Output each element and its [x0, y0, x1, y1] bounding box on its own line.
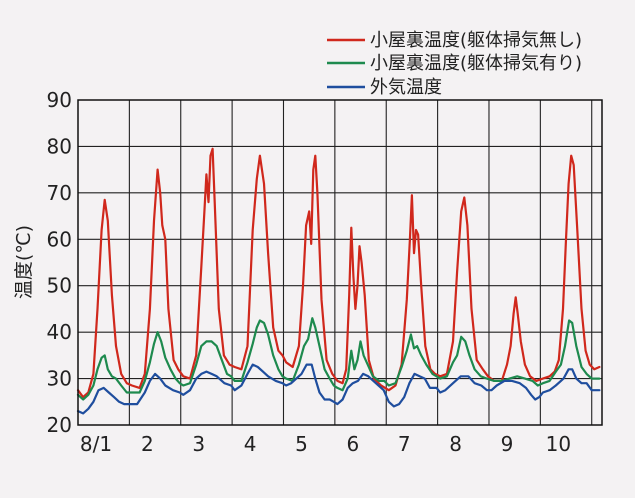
- legend-label-attic-no-purge: 小屋裏温度(躯体掃気無し): [370, 30, 582, 51]
- x-tick-label: 8/1: [80, 432, 112, 456]
- legend: 小屋裏温度(躯体掃気無し) 小屋裏温度(躯体掃気有り) 外気温度: [327, 30, 582, 98]
- x-tick-label: 8: [449, 432, 462, 456]
- y-axis-title: 温度(℃): [13, 225, 35, 299]
- series-line-attic-no-purge: [76, 147, 601, 399]
- legend-label-attic-purge: 小屋裏温度(躯体掃気有り): [370, 53, 582, 74]
- y-tick-label: 60: [47, 227, 72, 251]
- series-lines: [76, 147, 601, 415]
- y-tick-label: 90: [47, 88, 72, 112]
- x-axis-ticks: 8/1 2 3 4 5 6 7 8 9 10: [80, 432, 571, 456]
- series-line-attic-purge: [76, 317, 601, 401]
- x-tick-label: 7: [398, 432, 411, 456]
- grid: [78, 100, 602, 425]
- y-tick-label: 50: [47, 274, 72, 298]
- y-tick-label: 40: [47, 320, 72, 344]
- x-tick-label: 3: [192, 432, 205, 456]
- y-axis-ticks: 20 30 40 50 60 70 80 90: [47, 88, 72, 437]
- y-tick-label: 20: [47, 413, 72, 437]
- x-tick-label: 2: [141, 432, 154, 456]
- y-tick-label: 80: [47, 134, 72, 158]
- x-tick-label: 9: [501, 432, 514, 456]
- x-tick-label: 5: [295, 432, 308, 456]
- series-line-outdoor: [76, 363, 601, 415]
- x-tick-label: 6: [346, 432, 359, 456]
- plot-frame: [77, 99, 603, 426]
- y-tick-label: 70: [47, 181, 72, 205]
- x-tick-label: 10: [546, 432, 571, 456]
- y-tick-label: 30: [47, 367, 72, 391]
- legend-label-outdoor: 外気温度: [370, 77, 442, 98]
- x-tick-label: 4: [244, 432, 257, 456]
